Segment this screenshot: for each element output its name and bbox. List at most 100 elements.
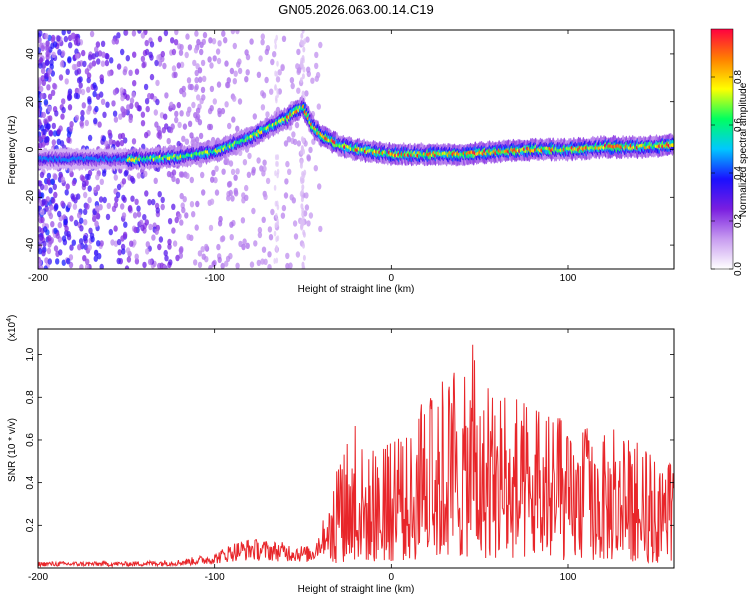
spectrogram-noise-blob (87, 96, 92, 103)
spectrogram-noise-blob (87, 185, 92, 192)
spectrogram-noise-blob (304, 204, 310, 211)
spectrogram-noise-blob (201, 38, 206, 46)
spectrogram-streak-blob (275, 212, 278, 219)
spectrogram-noise-blob (131, 138, 137, 145)
spectrogram-noise-blob (270, 58, 275, 66)
spectrogram-noise-blob (76, 77, 82, 84)
spectrogram-noise-blob (288, 262, 293, 269)
colorbar-label: Normalized spectral amplitude (738, 82, 749, 217)
spectrogram-x-tick-label: 100 (560, 273, 577, 284)
spectrogram-noise-blob (38, 57, 44, 64)
spectrogram-noise-blob (232, 95, 237, 102)
spectrogram-noise-blob (67, 94, 72, 102)
colorbar-tick-label: 0.2 (733, 214, 744, 228)
spectrogram-noise-blob (116, 63, 122, 70)
spectrogram-noise-blob (226, 77, 231, 84)
spectrogram-noise-blob (112, 89, 118, 96)
spectrogram-noise-blob (184, 212, 189, 219)
spectrogram-noise-blob (43, 184, 49, 191)
spectrogram-streak-blob (276, 60, 279, 67)
spectrogram-noise-blob (100, 98, 106, 106)
spectrogram-noise-blob (55, 232, 60, 239)
spectrogram-noise-blob (139, 219, 144, 226)
spectrogram-noise-blob (79, 225, 84, 232)
spectrogram-noise-blob (83, 219, 88, 226)
spectrogram-noise-blob (41, 198, 46, 205)
spectrogram-noise-blob (47, 105, 52, 113)
spectrogram-noise-blob (73, 39, 79, 46)
spectrogram-noise-blob (140, 120, 146, 127)
spectrogram-noise-blob (153, 109, 158, 116)
spectrogram-noise-blob (87, 244, 92, 251)
spectrogram-noise-blob (83, 208, 88, 215)
spectrogram-noise-blob (77, 244, 82, 251)
spectrogram-noise-blob (86, 173, 91, 181)
spectrogram-noise-blob (198, 132, 204, 140)
spectrogram-noise-blob (134, 258, 140, 265)
spectrogram-noise-blob (38, 135, 43, 143)
spectrogram-streak-blob (301, 261, 305, 268)
colorbar-tick-label: 0.6 (733, 118, 744, 132)
spectrogram-noise-blob (225, 255, 231, 262)
spectrogram-noise-blob (111, 100, 116, 107)
spectrogram-noise-blob (147, 92, 152, 100)
snr-scale-base: (x10 (7, 321, 18, 341)
spectrogram-noise-blob (187, 83, 193, 91)
spectrogram-noise-blob (63, 35, 69, 43)
spectrogram-noise-blob (174, 116, 179, 124)
spectrogram-noise-blob (163, 249, 168, 257)
spectrogram-noise-blob (134, 68, 140, 75)
spectrogram-noise-blob (44, 33, 49, 40)
spectrogram-noise-blob (38, 107, 41, 115)
spectrogram-noise-blob (38, 259, 42, 266)
spectrogram-noise-blob (194, 83, 199, 91)
spectrogram-noise-blob (214, 189, 220, 196)
spectrogram-noise-blob (76, 193, 81, 200)
spectrogram-noise-blob (318, 41, 323, 49)
spectrogram-noise-blob (66, 230, 71, 238)
spectrogram-noise-blob (129, 240, 134, 247)
spectrogram-noise-blob (65, 68, 70, 76)
spectrogram-noise-blob (68, 125, 74, 132)
spectrogram-noise-blob (162, 62, 167, 70)
spectrogram-noise-blob (77, 87, 82, 95)
spectrogram-noise-blob (89, 232, 95, 239)
spectrogram-noise-blob (289, 194, 294, 201)
colorbar-ticks: 0.0 0.2 0.4 0.6 0.8 (711, 70, 744, 276)
spectrogram-noise-blob (128, 116, 133, 124)
spectrogram-noise-blob (310, 77, 315, 84)
spectrogram-noise-blob (284, 178, 289, 185)
spectrogram-noise-blob (293, 233, 299, 240)
spectrogram-noise-blob (58, 74, 64, 81)
spectrogram-noise-blob (306, 155, 311, 162)
spectrogram-noise-blob (134, 101, 139, 109)
snr-y-tick-label: 0.8 (25, 390, 36, 404)
spectrogram-noise-blob (194, 224, 199, 231)
spectrogram-noise-blob (232, 42, 237, 50)
spectrogram-noise-blob (209, 85, 215, 93)
snr-y-label: SNR (10 * v/v) (7, 418, 18, 482)
spectrogram-noise-blob (217, 220, 223, 227)
spectrogram-noise-blob (262, 159, 267, 166)
spectrogram-noise-blob (88, 227, 93, 234)
spectrogram-noise-blob (209, 198, 215, 205)
spectrogram-noise-blob (71, 239, 77, 246)
spectrogram-noise-blob (207, 56, 212, 63)
spectrogram-noise-blob (270, 208, 275, 216)
spectrogram-noise-blob (64, 78, 69, 85)
spectrogram-noise-blob (193, 47, 199, 54)
spectrogram-noise-blob (132, 80, 137, 87)
spectrogram-noise-blob (145, 241, 150, 248)
spectrogram-noise-blob (277, 69, 282, 76)
spectrogram-noise-blob (82, 60, 87, 68)
spectrogram-noise-blob (215, 48, 221, 55)
spectrogram-noise-blob (43, 226, 48, 233)
spectrogram-noise-blob (154, 59, 159, 67)
spectrogram-noise-blob (263, 258, 268, 265)
snr-y-ticks: 0.2 0.4 0.6 0.8 1.0 (25, 347, 674, 532)
spectrogram-noise-blob (67, 201, 72, 209)
spectrogram-noise-blob (133, 226, 138, 234)
spectrogram-noise-blob (119, 139, 125, 147)
spectrogram-noise-blob (47, 258, 52, 265)
spectrogram-noise-blob (244, 184, 249, 192)
